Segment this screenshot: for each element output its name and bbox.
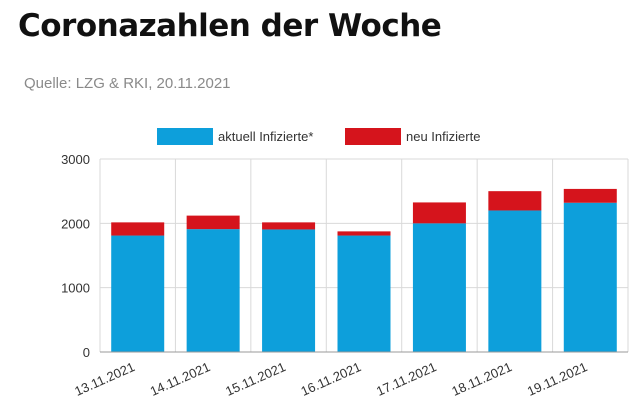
bar-new-infected: [488, 191, 542, 211]
bar-current-infected: [412, 223, 466, 352]
bar-new-infected: [186, 215, 240, 230]
x-tick-label: 19.11.2021: [525, 359, 590, 399]
legend-label-current: aktuell Infizierte*: [218, 129, 313, 144]
bar-new-infected: [412, 202, 466, 224]
bars: [111, 188, 617, 352]
legend-swatch-new: [345, 128, 401, 145]
x-tick-label: 15.11.2021: [223, 359, 288, 399]
y-tick-label: 0: [83, 345, 90, 360]
x-tick-label: 14.11.2021: [148, 359, 213, 399]
bar-current-infected: [186, 229, 240, 352]
bar-new-infected: [563, 188, 617, 203]
y-tick-label: 3000: [61, 152, 90, 167]
chart-source: Quelle: LZG & RKI, 20.11.2021: [24, 75, 231, 92]
legend-label-new: neu Infizierte: [406, 129, 480, 144]
bar-current-infected: [337, 235, 391, 352]
x-tick-label: 18.11.2021: [449, 359, 514, 399]
bar-new-infected: [111, 222, 165, 236]
bar-new-infected: [262, 222, 316, 230]
legend: aktuell Infizierte* neu Infizierte: [157, 128, 480, 145]
y-tick-label: 2000: [61, 216, 90, 231]
bar-current-infected: [111, 235, 165, 352]
bar-current-infected: [262, 229, 316, 352]
bar-new-infected: [337, 231, 391, 236]
bar-current-infected: [563, 202, 617, 352]
x-tick-label: 17.11.2021: [374, 359, 439, 399]
bar-current-infected: [488, 210, 542, 352]
x-tick-label: 16.11.2021: [299, 359, 364, 399]
chart-title: Coronazahlen der Woche: [18, 8, 442, 44]
x-tick-label: 13.11.2021: [72, 359, 137, 399]
y-tick-label: 1000: [61, 281, 90, 296]
legend-swatch-current: [157, 128, 213, 145]
